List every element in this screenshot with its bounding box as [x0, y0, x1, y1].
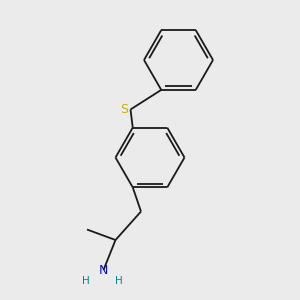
Text: N: N [99, 263, 108, 277]
Text: H: H [115, 275, 122, 286]
Text: S: S [120, 103, 128, 116]
Text: H: H [82, 275, 89, 286]
